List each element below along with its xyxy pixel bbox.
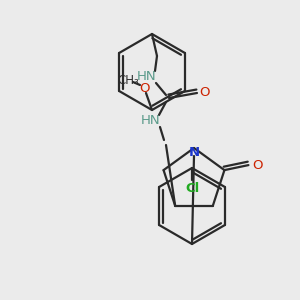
Text: HN: HN (141, 113, 161, 127)
Text: O: O (139, 82, 149, 94)
Text: CH₃: CH₃ (117, 74, 139, 86)
Text: Cl: Cl (185, 182, 199, 194)
Text: HN: HN (137, 70, 157, 83)
Text: O: O (200, 86, 210, 100)
Text: N: N (188, 146, 200, 160)
Text: O: O (252, 159, 263, 172)
